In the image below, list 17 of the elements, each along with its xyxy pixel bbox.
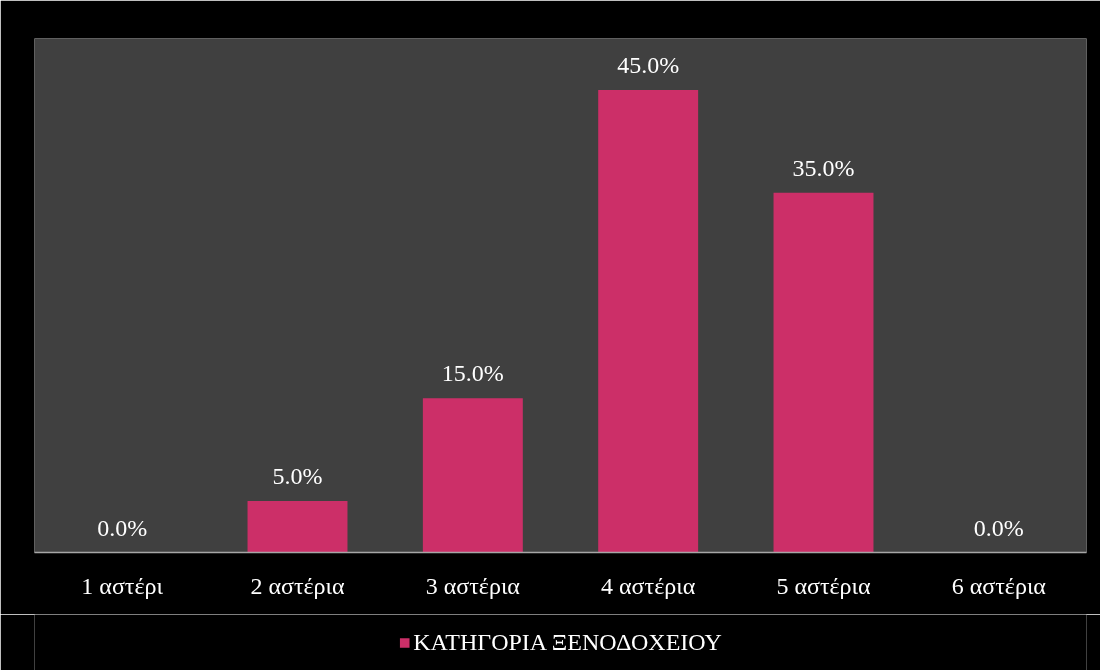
data-label: 5.0% <box>272 463 323 490</box>
bar <box>598 89 699 553</box>
data-label: 0.0% <box>97 514 148 541</box>
bar <box>247 501 348 553</box>
data-label: 45.0% <box>617 51 680 78</box>
bar <box>773 192 874 553</box>
x-tick-label: 1 αστέρι <box>81 572 164 599</box>
data-label: 15.0% <box>441 360 504 387</box>
x-tick-label: 4 αστέρια <box>601 572 696 599</box>
data-label: 35.0% <box>792 154 855 181</box>
legend-label: ΚΑΤΗΓΟΡΙΑ ΞΕΝΟΔΟΧΕΙΟΥ <box>413 628 722 656</box>
bar <box>422 398 523 553</box>
x-tick-label: 3 αστέρια <box>425 572 521 599</box>
x-tick-label: 2 αστέρια <box>250 572 346 599</box>
data-label: 0.0% <box>973 514 1024 541</box>
x-tick-label: 5 αστέρια <box>776 572 872 599</box>
x-tick-label: 6 αστέρια <box>951 572 1047 599</box>
